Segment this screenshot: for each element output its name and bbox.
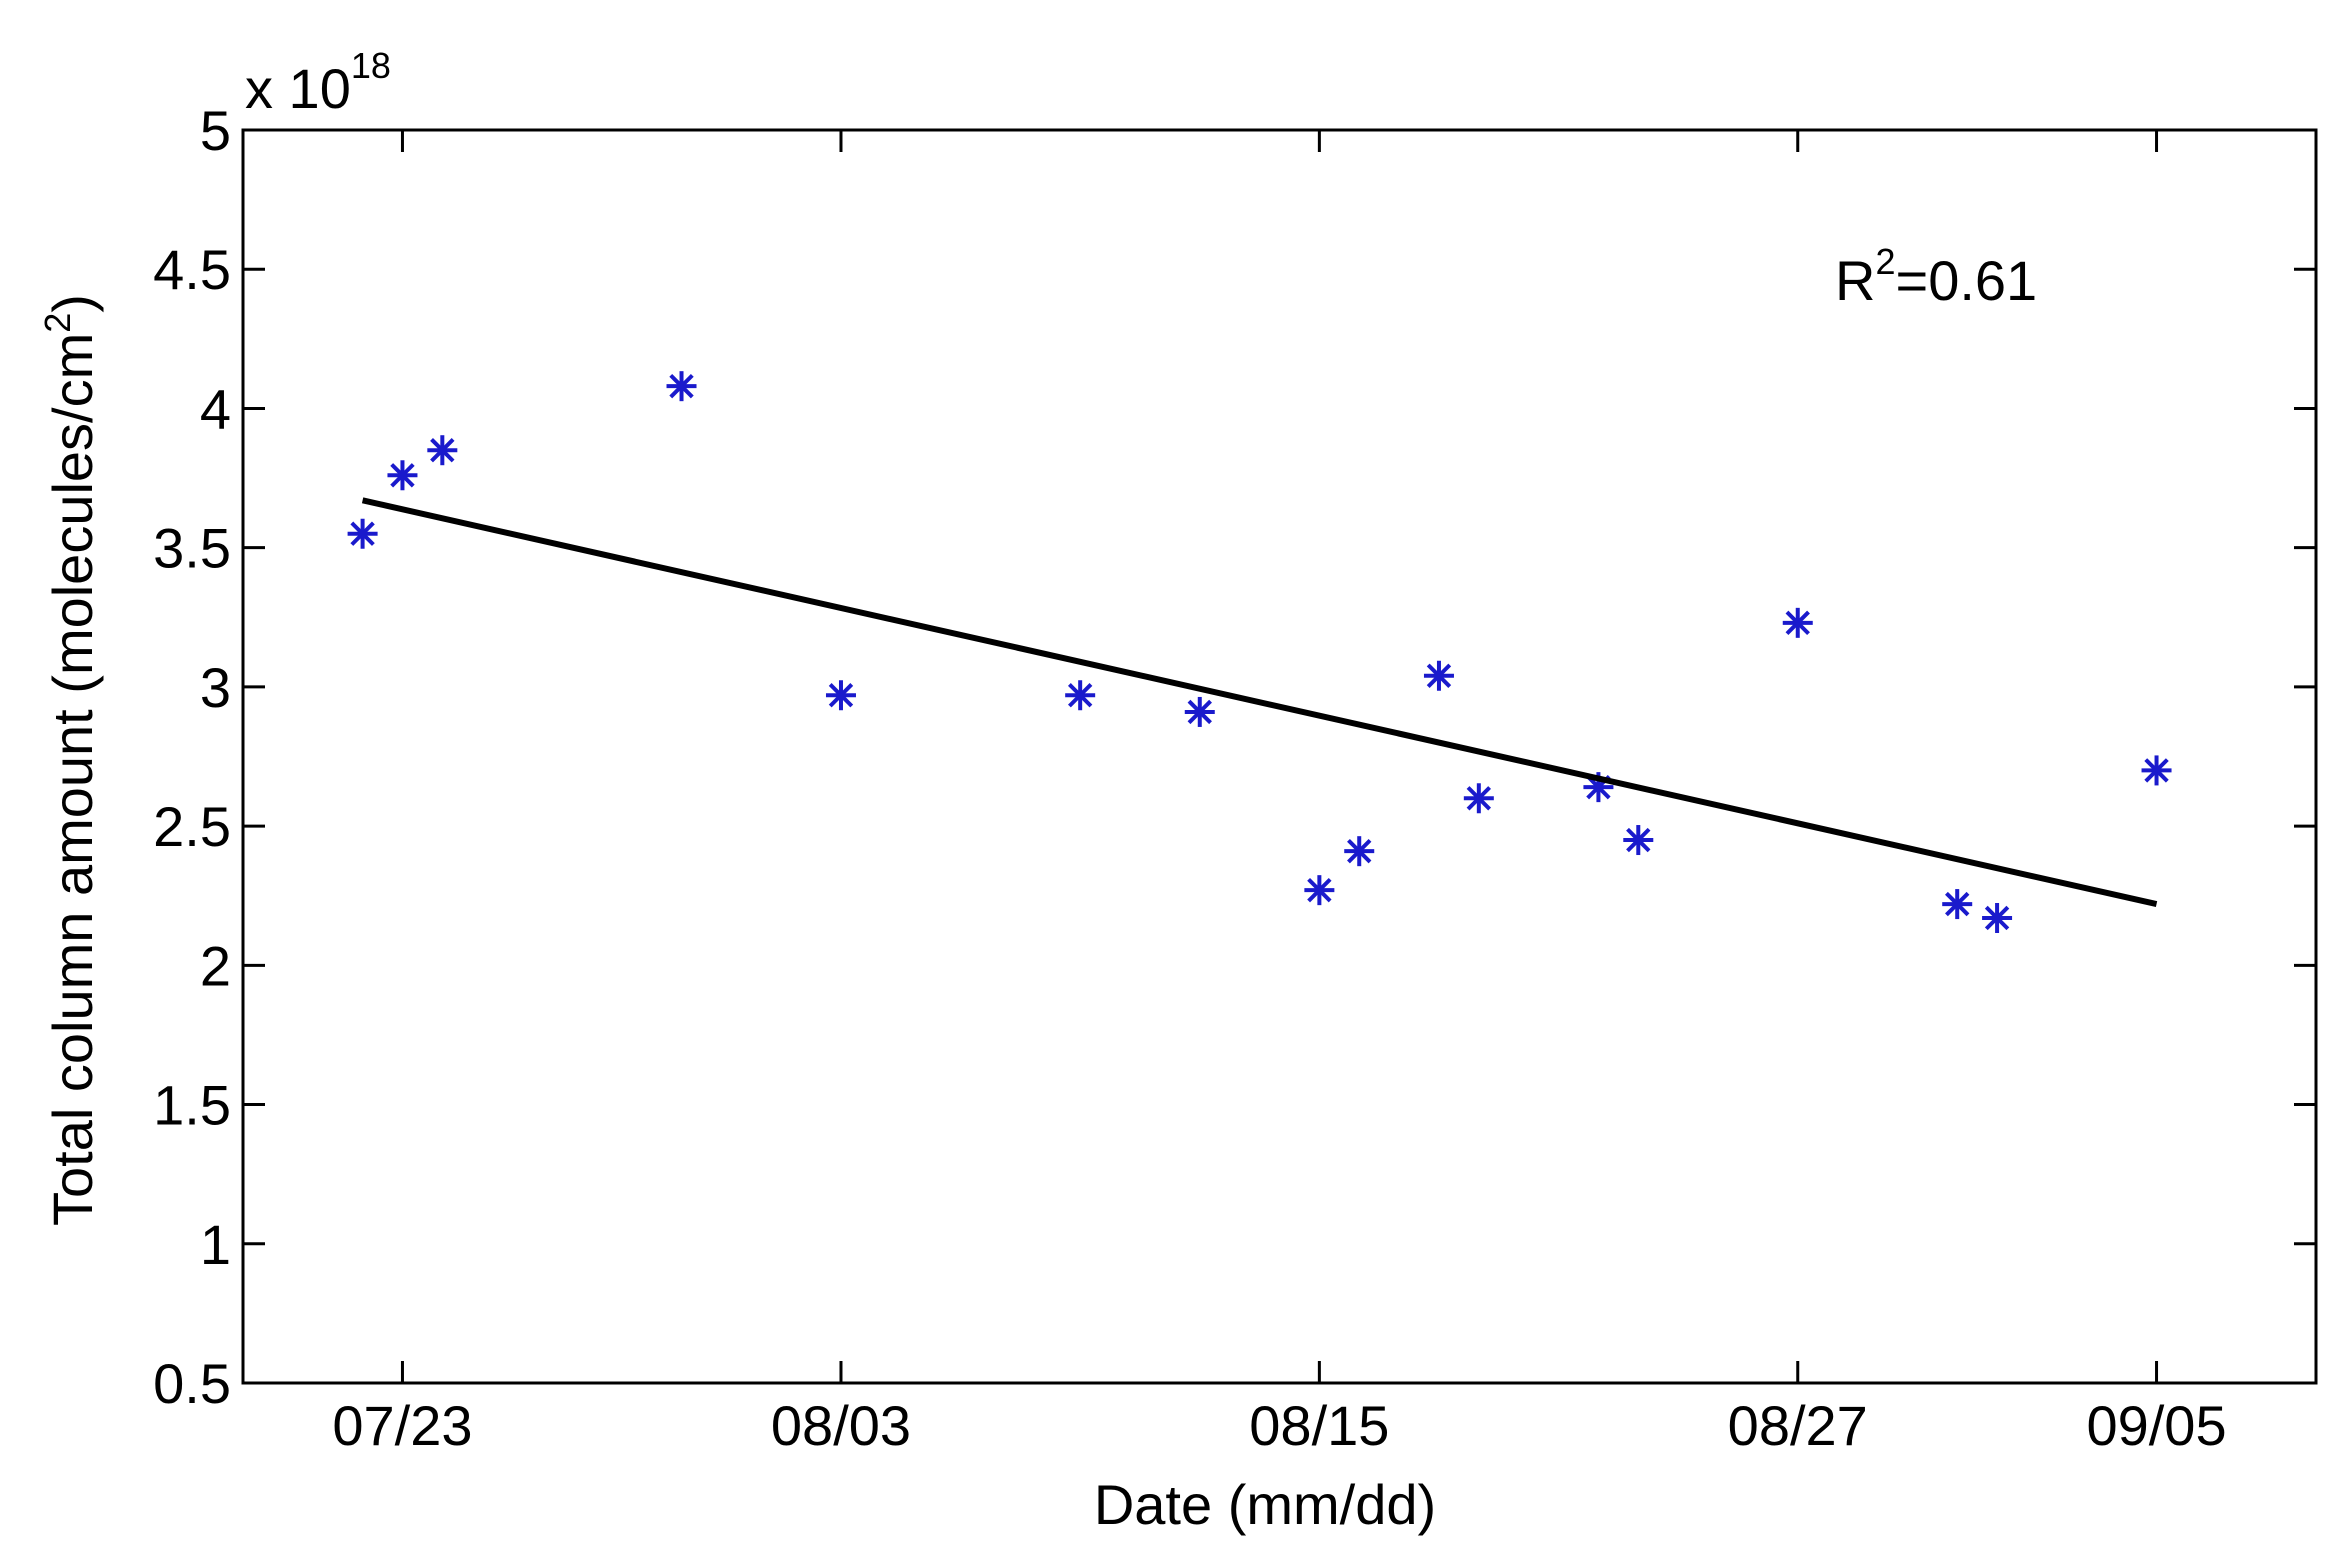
data-point-stroke <box>669 373 694 399</box>
y-tick-label: 4.5 <box>153 238 231 301</box>
data-point <box>1344 836 1375 867</box>
r-squared-superscript: 2 <box>1875 241 1895 282</box>
y-tick-label: 2.5 <box>153 795 231 858</box>
data-point <box>427 435 458 466</box>
y-axis-exponent-base: x 10 <box>245 57 351 120</box>
x-tick-label: 07/23 <box>332 1394 472 1457</box>
data-point-stroke <box>1626 827 1651 853</box>
data-point-stroke <box>1466 786 1492 811</box>
data-point <box>1942 889 1973 920</box>
data-point <box>1423 660 1454 691</box>
data-point-stroke <box>1307 877 1332 903</box>
data-point-stroke <box>390 463 415 488</box>
data-point <box>666 371 697 402</box>
data-point <box>1184 696 1215 727</box>
y-axis-title-main: Total column amount (molecules/cm <box>41 333 104 1226</box>
data-point-stroke <box>1426 663 1452 688</box>
plot-frame <box>241 128 2318 1385</box>
data-point-stroke <box>1187 699 1212 725</box>
data-point-stroke <box>828 683 854 708</box>
data-point-stroke <box>350 521 375 546</box>
x-tick-label: 08/27 <box>1728 1394 1868 1457</box>
y-tick-label: 4 <box>200 377 231 440</box>
r-squared-annotation: R2=0.61 <box>1835 241 2037 312</box>
data-point <box>1623 825 1654 856</box>
data-layer <box>347 371 2172 933</box>
r-squared-value: =0.61 <box>1895 249 2037 312</box>
x-tick-label: 09/05 <box>2086 1394 2226 1457</box>
data-point-stroke <box>1945 891 1970 917</box>
y-tick-label: 1.5 <box>153 1074 231 1137</box>
data-point <box>2141 755 2172 786</box>
data-point-stroke <box>1984 905 2010 931</box>
data-point <box>825 680 856 711</box>
y-tick-label: 3 <box>200 656 231 719</box>
data-point <box>1782 607 1813 638</box>
x-tick-label: 08/15 <box>1249 1394 1389 1457</box>
data-point-stroke <box>1067 683 1093 708</box>
data-point-stroke <box>2144 758 2169 783</box>
y-axis-exponent-power: 18 <box>351 45 391 86</box>
y-axis-title-close: ) <box>41 294 104 313</box>
x-axis-title: Date (mm/dd) <box>1094 1473 1436 1536</box>
data-point <box>347 518 378 549</box>
y-tick-label: 0.5 <box>153 1352 231 1415</box>
y-axis-title: Total column amount (molecules/cm2) <box>37 294 104 1226</box>
x-tick-label: 08/03 <box>771 1394 911 1457</box>
data-point <box>1065 680 1096 711</box>
y-axis-exponent: x 1018 <box>245 45 391 120</box>
trend-line <box>361 497 2158 908</box>
y-axis-title-superscript: 2 <box>37 313 78 333</box>
data-point <box>1982 902 2013 933</box>
data-point <box>1463 783 1494 814</box>
y-tick-label: 1 <box>200 1213 231 1276</box>
data-point <box>1304 875 1335 906</box>
axes-layer: 0.5 1 1.5 2 2.5 3 3.5 4 4.5 5 07/23 08/03 08/15 08/27… <box>153 99 2318 1457</box>
y-tick-label: 3.5 <box>153 517 231 580</box>
data-point-stroke <box>1347 838 1372 864</box>
y-tick-label: 5 <box>200 99 231 162</box>
r-squared-base: R <box>1835 249 1875 312</box>
y-tick-label: 2 <box>200 934 231 997</box>
data-point-stroke <box>1785 610 1810 636</box>
data-point-stroke <box>430 438 455 463</box>
data-point <box>387 460 418 491</box>
